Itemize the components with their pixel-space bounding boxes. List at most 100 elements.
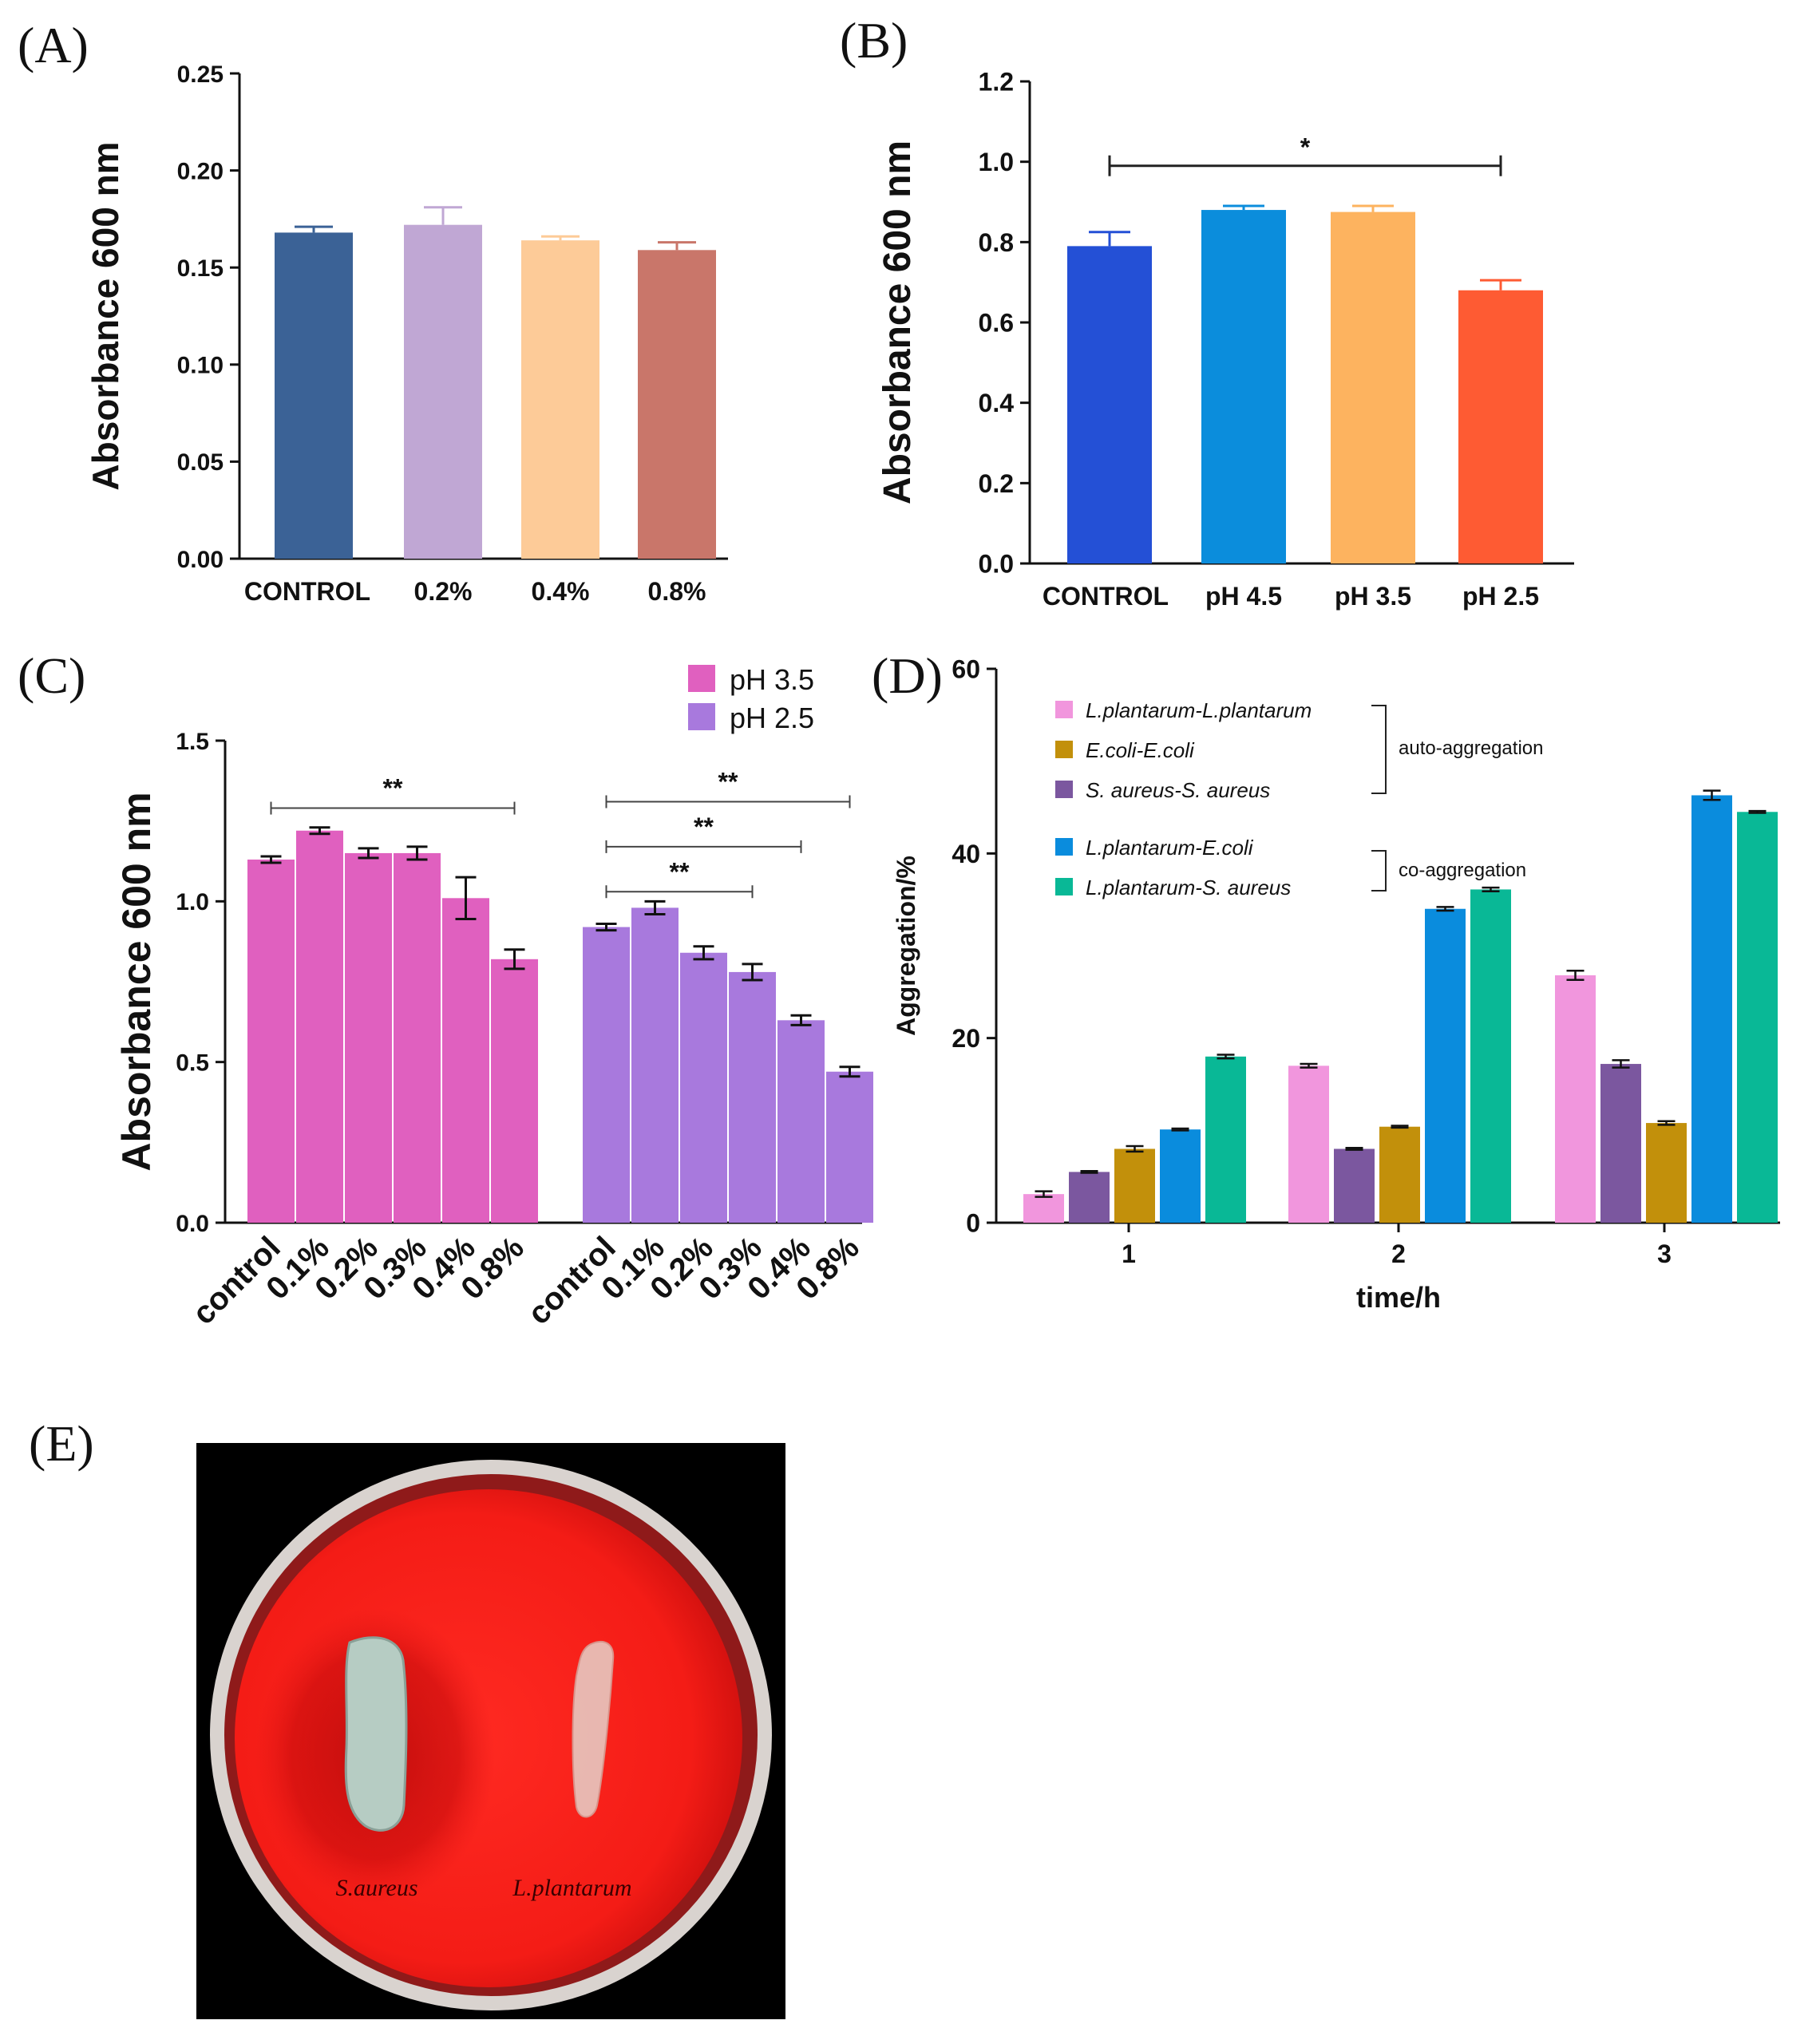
y-tick-label: 20: [952, 1024, 980, 1053]
group-label: auto-aggregation: [1399, 737, 1543, 759]
y-tick-label: 1.0: [176, 889, 209, 915]
y-tick-label: 0.10: [177, 353, 224, 379]
panel-label-d: (D): [872, 647, 943, 704]
bar: [826, 1071, 873, 1223]
bar: [247, 859, 295, 1223]
bar: [631, 907, 679, 1223]
legend-label: pH 3.5: [730, 663, 814, 696]
significance-label: **: [694, 812, 714, 841]
significance-label: **: [718, 768, 738, 797]
bar: [1646, 1123, 1687, 1223]
legend-swatch: [688, 703, 715, 730]
y-tick-label: 0.8: [979, 228, 1014, 257]
bar: [521, 240, 599, 559]
bar: [1737, 812, 1778, 1223]
y-axis-title: Aggregation/%: [892, 856, 920, 1036]
legend-swatch: [688, 665, 715, 692]
bar: [638, 250, 716, 559]
legend-swatch: [1055, 838, 1073, 856]
significance-label: *: [1300, 133, 1311, 162]
legend-label: L.plantarum-E.coli: [1086, 836, 1254, 860]
group-label: co-aggregation: [1399, 860, 1526, 881]
bar: [1555, 975, 1596, 1223]
bar: [680, 952, 727, 1223]
y-tick-label: 60: [952, 655, 980, 684]
bar: [345, 852, 392, 1223]
x-tick-label: pH 2.5: [1462, 582, 1539, 611]
x-tick-label: 1: [1122, 1239, 1136, 1268]
s-aureus-colony: [344, 1636, 408, 1832]
y-axis-title: Absorbance 600 nm: [876, 140, 919, 504]
bar: [1691, 795, 1732, 1223]
y-tick-label: 0.2: [979, 469, 1014, 498]
bar: [1288, 1065, 1329, 1223]
s-aureus-label: S.aureus: [335, 1875, 417, 1901]
x-tick-label: 2: [1391, 1239, 1406, 1268]
bar: [1023, 1194, 1064, 1223]
bar: [442, 898, 489, 1223]
l-plantarum-colony: [572, 1640, 615, 1818]
panel-label-b: (B): [840, 12, 908, 69]
x-tick-label: pH 4.5: [1205, 582, 1282, 611]
y-tick-label: 0.0: [979, 550, 1014, 579]
x-tick-label: CONTROL: [1043, 582, 1169, 611]
legend-label: L.plantarum-S. aureus: [1086, 876, 1291, 899]
bar: [404, 224, 482, 559]
l-plantarum-label: L.plantarum: [512, 1875, 631, 1901]
panel-label-e: (E): [29, 1415, 94, 1472]
bar: [1114, 1148, 1155, 1223]
y-tick-label: 1.0: [979, 148, 1014, 176]
legend-swatch: [1055, 878, 1073, 895]
y-tick-label: 0.05: [177, 449, 224, 476]
chart-d: 0 20 40 60 Aggregation/% 1 2 3 time/h L.plantarum…: [892, 655, 1780, 1314]
bar: [394, 852, 441, 1223]
bar: [729, 971, 776, 1223]
petri-dish-photo: S.aureus L.plantarum: [196, 1443, 785, 2019]
panel-label-c: (C): [18, 647, 85, 704]
x-tick-label: 0.4%: [532, 577, 590, 606]
y-tick-label: 0.15: [177, 255, 224, 282]
chart-a: 0.00 0.05 0.10 0.15 0.20 0.25 Absorbance 600 n…: [85, 61, 728, 606]
bar: [1067, 246, 1152, 563]
y-tick-label: 0.00: [177, 547, 224, 573]
bar: [491, 959, 538, 1223]
significance-label: **: [670, 857, 690, 886]
legend-swatch: [1055, 781, 1073, 798]
x-tick-label: CONTROL: [244, 577, 370, 606]
significance-label: **: [383, 774, 403, 803]
y-tick-label: 0.25: [177, 61, 224, 88]
bar: [1205, 1056, 1246, 1223]
bar: [1425, 908, 1466, 1223]
y-tick-label: 1.5: [176, 729, 209, 755]
panel-label-a: (A): [18, 17, 89, 73]
x-tick-label: 3: [1657, 1239, 1672, 1268]
y-tick-label: 0.0: [176, 1211, 209, 1237]
bar: [1470, 889, 1511, 1223]
x-tick-label: 0.8%: [648, 577, 706, 606]
bar: [1331, 212, 1415, 563]
y-axis-title: Absorbance 600 nm: [85, 141, 126, 490]
bar: [275, 232, 353, 559]
y-axis-title: Absorbance 600 nm: [114, 792, 159, 1171]
bar: [1379, 1126, 1420, 1223]
chart-b: 0.0 0.2 0.4 0.6 0.8 1.0 1.2 Absorbance 600 nm CO…: [876, 68, 1574, 611]
legend-swatch: [1055, 701, 1073, 718]
x-axis-title: time/h: [1356, 1281, 1441, 1314]
y-tick-label: 0.20: [177, 158, 224, 184]
group-bracket: [1371, 705, 1387, 794]
legend-label: E.coli-E.coli: [1086, 738, 1195, 762]
bar: [1160, 1129, 1201, 1223]
y-tick-label: 0: [966, 1209, 980, 1238]
x-tick-label: 0.2%: [414, 577, 473, 606]
legend-label: pH 2.5: [730, 702, 814, 734]
bar: [1069, 1172, 1110, 1223]
legend-label: S. aureus-S. aureus: [1086, 778, 1270, 802]
y-tick-label: 0.6: [979, 309, 1014, 338]
x-tick-label: pH 3.5: [1335, 582, 1411, 611]
bar: [296, 830, 343, 1223]
bar: [1458, 290, 1543, 563]
legend-swatch: [1055, 741, 1073, 758]
bar: [1600, 1064, 1641, 1223]
